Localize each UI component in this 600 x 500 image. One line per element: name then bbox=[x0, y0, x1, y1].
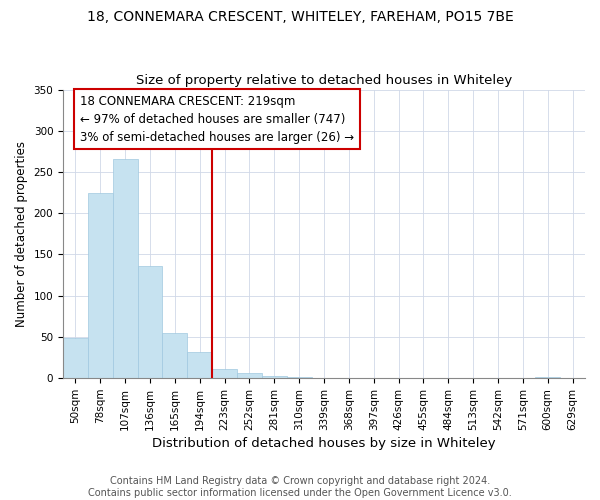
Text: 18 CONNEMARA CRESCENT: 219sqm
← 97% of detached houses are smaller (747)
3% of s: 18 CONNEMARA CRESCENT: 219sqm ← 97% of d… bbox=[80, 94, 354, 144]
Bar bbox=[237, 374, 262, 378]
Text: 18, CONNEMARA CRESCENT, WHITELEY, FAREHAM, PO15 7BE: 18, CONNEMARA CRESCENT, WHITELEY, FAREHA… bbox=[86, 10, 514, 24]
Bar bbox=[287, 376, 311, 378]
Bar bbox=[63, 338, 88, 378]
Bar bbox=[262, 376, 287, 378]
Bar bbox=[137, 266, 163, 378]
Bar bbox=[88, 194, 113, 378]
Bar bbox=[187, 352, 212, 378]
Bar bbox=[163, 333, 187, 378]
X-axis label: Distribution of detached houses by size in Whiteley: Distribution of detached houses by size … bbox=[152, 437, 496, 450]
Y-axis label: Number of detached properties: Number of detached properties bbox=[15, 141, 28, 327]
Text: Contains HM Land Registry data © Crown copyright and database right 2024.
Contai: Contains HM Land Registry data © Crown c… bbox=[88, 476, 512, 498]
Title: Size of property relative to detached houses in Whiteley: Size of property relative to detached ho… bbox=[136, 74, 512, 87]
Bar bbox=[212, 369, 237, 378]
Bar bbox=[113, 159, 137, 378]
Bar bbox=[535, 376, 560, 378]
